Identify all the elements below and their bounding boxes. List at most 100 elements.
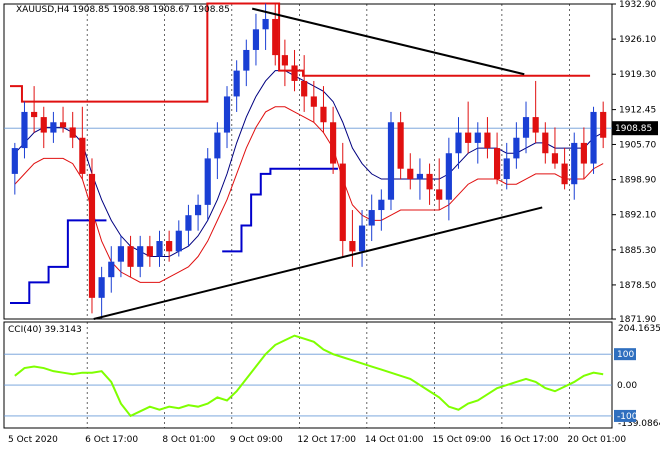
candle-body [561,163,568,185]
y-tick-label: 1871.90 [619,315,656,325]
candle-body [378,199,385,211]
cci-frame [3,321,613,429]
candle-body [339,163,346,242]
cci-label: CCI(40) 39.3143 [8,325,82,335]
price-frame [3,3,613,320]
cci-level-label: 100 [617,350,634,360]
axis-layer: 5 Oct 2020 6 Oct 17:00 8 Oct 01:00 9 Oct 09… [8,0,660,445]
candle-body [252,29,260,50]
candle-body [175,230,182,252]
price-tag-label: 1908.85 [615,124,652,134]
candle-body [137,246,144,267]
y-tick-label: 1878.50 [619,281,656,291]
y-tick-label: 1919.30 [619,70,656,80]
trendline [93,206,543,320]
x-tick-label: 16 Oct 17:00 [500,435,559,445]
candle-body [166,241,173,252]
candle-body [493,148,501,180]
candle-body [31,111,38,118]
candle-body [98,277,105,298]
candle-body [368,210,375,226]
candle-body [503,158,510,180]
candle-body [233,70,240,97]
candle-body [600,111,607,138]
candle-body [185,215,192,231]
step-resistance-line [10,2,591,103]
candle-body [69,127,76,138]
candle-body [156,241,163,257]
candle-body [416,173,424,180]
candle-body [387,122,395,200]
x-tick-label: 9 Oct 09:00 [230,435,283,445]
candle-body [59,122,67,128]
candle-body [50,122,57,133]
y-tick-label: 1932.90 [619,0,656,10]
x-tick-label: 15 Oct 09:00 [432,435,491,445]
candle-body [397,122,404,169]
bollinger-midline [14,70,604,258]
cci-level-tag [614,409,636,422]
x-tick-label: 20 Oct 01:00 [567,435,626,445]
candle-body [21,111,28,149]
candle-body [320,106,327,123]
symbol-header: XAUUSD,H4 1908.85 1908.98 1908.67 1908.8… [16,5,230,15]
x-tick-label: 12 Oct 17:00 [297,435,356,445]
candle-body [445,153,452,200]
x-tick-label: 14 Oct 01:00 [365,435,424,445]
grid-layer [3,3,613,429]
candle-body [426,173,433,190]
candle-body [79,137,86,174]
candle-body [214,132,221,159]
candle-body [474,132,481,143]
candle-body [194,204,202,216]
candle-body [465,132,472,143]
cci-level-label: 0.00 [617,381,637,391]
cci-panel [4,334,612,418]
candle-body [455,132,462,154]
y-tick-label: 1905.70 [619,140,656,150]
candle-body [146,246,153,257]
candle-body [522,117,530,138]
candle-body [542,132,549,154]
y-tick-label: 1892.10 [619,211,656,221]
cci-level-label: -100 [617,412,638,422]
candle-body [358,225,366,252]
candle-body [301,80,308,97]
trendline [251,7,525,76]
candle-body [310,96,317,107]
y-tick-label: 1885.30 [619,246,656,256]
candle-body [291,65,298,81]
candle-body [117,246,125,262]
candle-body [88,173,96,298]
price-tag-box [612,121,658,136]
step-support-line [10,219,107,304]
candle-body [108,261,115,278]
candle-body [532,117,539,133]
candle-body [272,18,279,56]
candle-body [243,49,250,71]
candle-body [513,137,520,159]
candle-body [127,246,134,267]
step-support-line [222,167,338,253]
candle-body [262,18,269,30]
cci-axis-bottom-label: -139.0864 [618,419,660,429]
candle-body [40,117,47,133]
y-tick-label: 1912.45 [619,106,656,116]
price-panel [4,2,612,320]
candle-body [436,189,443,200]
cci-series-line [14,334,604,418]
x-tick-label: 5 Oct 2020 [8,435,58,445]
candle-body [580,142,587,164]
candle-body [349,241,356,252]
y-tick-label: 1898.90 [619,176,656,186]
candle-body [11,148,18,174]
candle-body [484,132,491,149]
candle-body [571,142,578,185]
candle-body [407,168,414,180]
cci-axis-top-label: 204.1635 [618,324,660,334]
cci-level-tag [614,348,636,361]
candle-body [330,122,337,164]
